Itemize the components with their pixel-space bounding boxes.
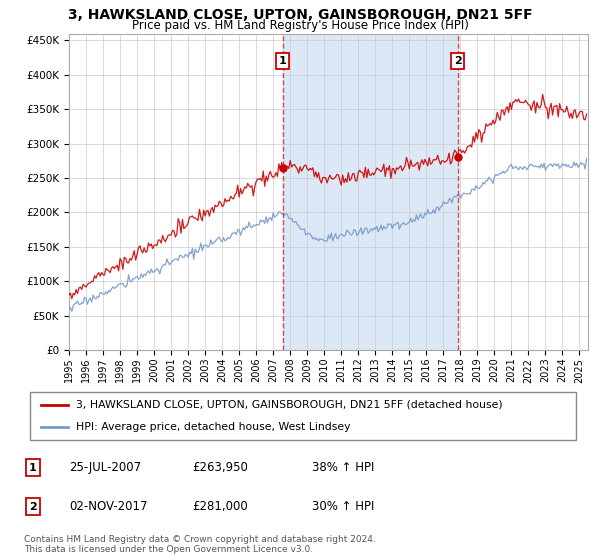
- Text: 1: 1: [279, 56, 287, 66]
- Text: 2: 2: [29, 502, 37, 512]
- Text: HPI: Average price, detached house, West Lindsey: HPI: Average price, detached house, West…: [76, 422, 351, 432]
- Text: 30% ↑ HPI: 30% ↑ HPI: [312, 500, 374, 514]
- Text: 1: 1: [29, 463, 37, 473]
- Text: £281,000: £281,000: [192, 500, 248, 514]
- Text: 25-JUL-2007: 25-JUL-2007: [69, 461, 141, 474]
- Text: 3, HAWKSLAND CLOSE, UPTON, GAINSBOROUGH, DN21 5FF (detached house): 3, HAWKSLAND CLOSE, UPTON, GAINSBOROUGH,…: [76, 400, 503, 410]
- Text: £263,950: £263,950: [192, 461, 248, 474]
- Text: Price paid vs. HM Land Registry's House Price Index (HPI): Price paid vs. HM Land Registry's House …: [131, 19, 469, 32]
- FancyBboxPatch shape: [30, 392, 576, 440]
- Text: 3, HAWKSLAND CLOSE, UPTON, GAINSBOROUGH, DN21 5FF: 3, HAWKSLAND CLOSE, UPTON, GAINSBOROUGH,…: [68, 8, 532, 22]
- Text: 38% ↑ HPI: 38% ↑ HPI: [312, 461, 374, 474]
- Text: 2: 2: [454, 56, 461, 66]
- Text: 02-NOV-2017: 02-NOV-2017: [69, 500, 148, 514]
- Text: Contains HM Land Registry data © Crown copyright and database right 2024.
This d: Contains HM Land Registry data © Crown c…: [24, 535, 376, 554]
- Bar: [283, 34, 458, 350]
